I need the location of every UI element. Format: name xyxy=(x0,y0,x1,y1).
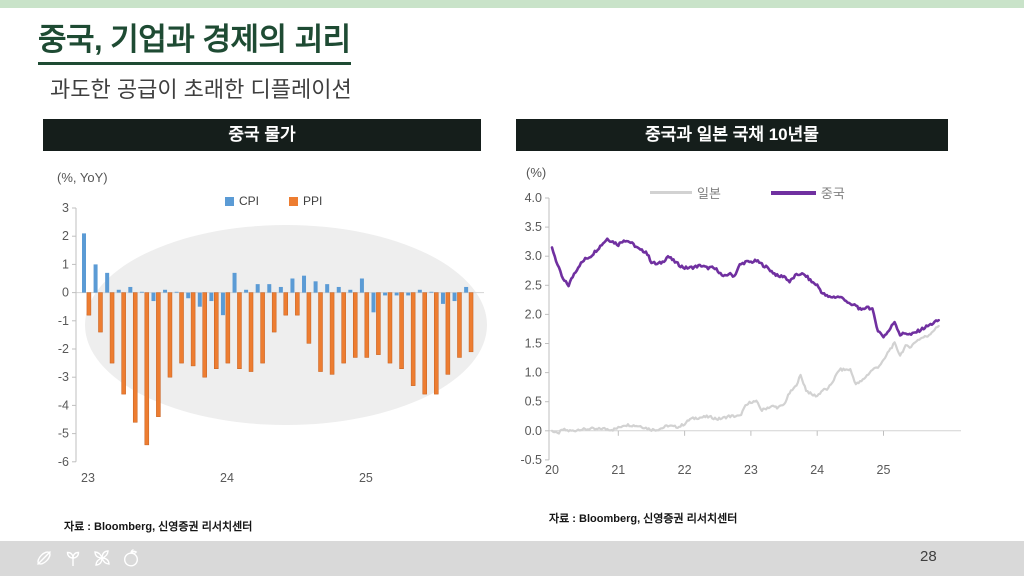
svg-text:23: 23 xyxy=(81,471,95,485)
svg-text:0: 0 xyxy=(62,286,69,300)
right-unit-label: (%) xyxy=(526,165,547,180)
clover-icon xyxy=(94,550,110,566)
bond-yield-chart: -0.5 0.0 0.5 1.0 1.5 2.0 2.5 3.0 3.5 4.0 20 21 22 23 2… xyxy=(520,191,961,477)
svg-text:1: 1 xyxy=(62,257,69,271)
japan-line-swatch-icon xyxy=(650,191,692,194)
svg-text:24: 24 xyxy=(810,463,824,477)
footer-bar: 28 xyxy=(0,541,1024,576)
page-title: 중국, 기업과 경제의 괴리 xyxy=(38,14,351,65)
leaf-icon xyxy=(37,551,51,565)
right-source-note: 자료 : Bloomberg, 신영증권 리서치센터 xyxy=(549,513,738,525)
svg-text:1.5: 1.5 xyxy=(525,337,542,351)
svg-text:0.5: 0.5 xyxy=(525,395,542,409)
svg-text:2.5: 2.5 xyxy=(525,278,542,292)
legend-label-japan: 일본 xyxy=(697,186,721,201)
cpi-swatch-icon xyxy=(225,196,234,206)
page-number: 28 xyxy=(920,548,937,565)
svg-text:1.0: 1.0 xyxy=(525,366,542,380)
svg-text:3: 3 xyxy=(62,201,69,215)
svg-text:-3: -3 xyxy=(58,370,69,384)
svg-text:22: 22 xyxy=(678,463,692,477)
svg-text:0.0: 0.0 xyxy=(525,424,542,438)
svg-text:21: 21 xyxy=(611,463,625,477)
china-line-swatch-icon xyxy=(770,190,816,195)
legend-item-cpi: CPI xyxy=(225,194,259,208)
legend-item-ppi: PPI xyxy=(289,194,322,208)
svg-text:3.5: 3.5 xyxy=(525,220,542,234)
left-chart-legend: CPI PPI xyxy=(225,194,322,208)
legend-label-ppi: PPI xyxy=(303,194,323,208)
svg-text:3.0: 3.0 xyxy=(525,249,542,263)
legend-item-japan: 일본 xyxy=(650,183,721,202)
svg-text:4.0: 4.0 xyxy=(525,191,542,205)
svg-text:-0.5: -0.5 xyxy=(520,453,542,467)
svg-text:2.0: 2.0 xyxy=(525,307,542,321)
ppi-swatch-icon xyxy=(289,196,299,206)
right-chart-legend: 일본 중국 xyxy=(650,183,845,202)
svg-text:23: 23 xyxy=(744,463,758,477)
legend-label-china: 중국 xyxy=(820,186,845,201)
svg-text:-5: -5 xyxy=(58,427,69,441)
legend-item-china: 중국 xyxy=(770,183,845,202)
svg-text:-1: -1 xyxy=(58,314,69,328)
left-unit-label: (%, YoY) xyxy=(57,170,108,185)
svg-text:20: 20 xyxy=(545,463,559,477)
legend-label-cpi: CPI xyxy=(239,194,260,208)
brand-logo xyxy=(34,548,141,568)
china-prices-header: 중국 물가 xyxy=(43,119,481,151)
page-subtitle: 과도한 공급이 초래한 디플레이션 xyxy=(50,77,352,102)
svg-text:-2: -2 xyxy=(58,342,69,356)
svg-text:2: 2 xyxy=(62,229,69,243)
svg-text:24: 24 xyxy=(220,471,234,485)
sprout-icon xyxy=(66,551,80,566)
svg-text:25: 25 xyxy=(359,471,373,485)
bond-yield-header: 중국과 일본 국채 10년물 xyxy=(516,119,948,151)
svg-text:-4: -4 xyxy=(58,398,69,412)
left-source-note: 자료 : Bloomberg, 신영증권 리서치센터 xyxy=(64,521,253,533)
top-accent-strip xyxy=(0,0,1024,8)
fruit-icon xyxy=(123,548,139,567)
svg-text:25: 25 xyxy=(877,463,891,477)
svg-text:-6: -6 xyxy=(58,455,69,469)
